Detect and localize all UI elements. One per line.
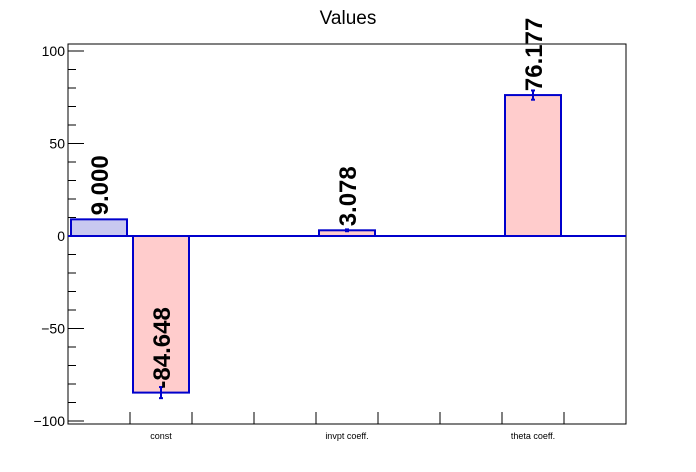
x-tick-label: const: [150, 431, 172, 441]
value-label: 3.078: [335, 166, 362, 226]
value-label: -84.648: [149, 307, 176, 388]
y-tick-label: −100: [33, 413, 65, 429]
y-tick-label: 0: [57, 228, 65, 244]
value-labels-group: 9.000 -84.648 3.078 76.177: [87, 18, 548, 389]
y-tick-label: 50: [49, 136, 65, 152]
x-tick-label: theta coeff.: [511, 431, 555, 441]
y-tick-label: 100: [42, 43, 66, 59]
bar: [70, 218, 128, 238]
y-tick-label: −50: [41, 321, 65, 337]
plot-frame: [67, 43, 627, 425]
y-minor-ticks: [68, 69, 76, 403]
bars-group: [70, 89, 562, 400]
x-tick-label: invpt coeff.: [325, 431, 368, 441]
chart-title: Values: [320, 8, 377, 29]
x-axis: const invpt coeff. theta coeff.: [129, 412, 565, 441]
value-label: 9.000: [87, 155, 114, 215]
value-label: 76.177: [521, 18, 548, 91]
bar: [504, 94, 562, 237]
bar: [132, 235, 190, 394]
